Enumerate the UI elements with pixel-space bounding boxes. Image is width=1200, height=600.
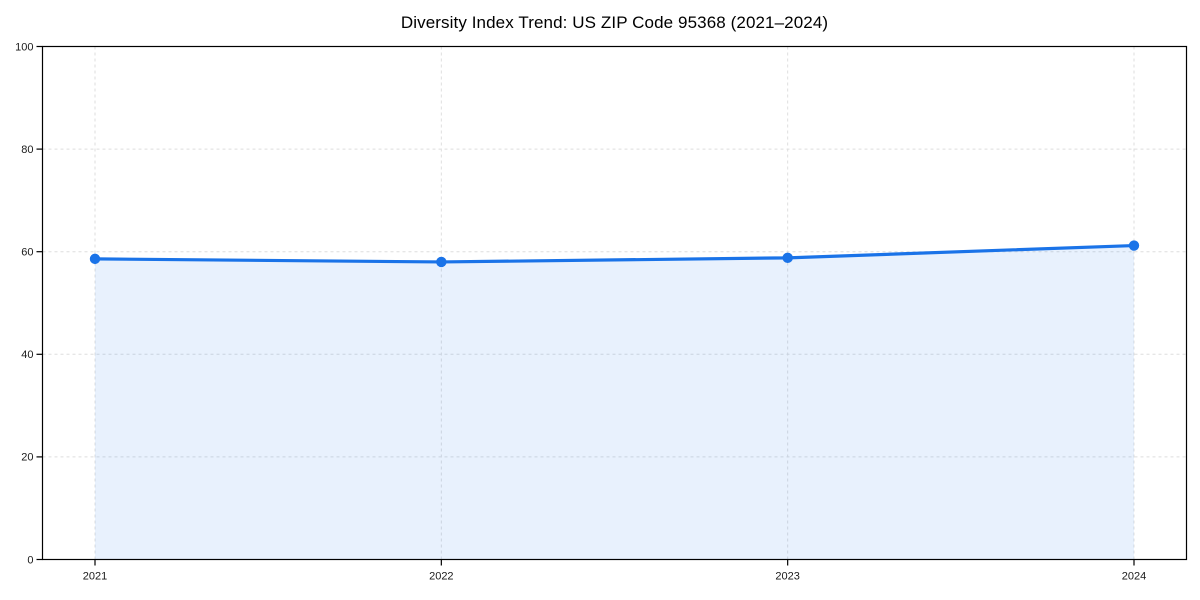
x-tick-label: 2023 (775, 571, 799, 583)
plot-border (41, 45, 1188, 561)
y-tick-label: 80 (21, 144, 33, 156)
y-tick-label: 40 (21, 349, 33, 361)
y-tick-label: 20 (21, 452, 33, 464)
area-fill (95, 245, 1134, 560)
y-tick-label: 100 (15, 41, 33, 53)
x-tick-label: 2024 (1122, 571, 1146, 583)
x-tick-label: 2022 (429, 571, 453, 583)
data-point-2021 (89, 253, 101, 265)
x-tick-label: 2021 (83, 571, 107, 583)
data-point-2023 (782, 252, 793, 264)
chart-title: Diversity Index Trend: US ZIP Code 95368… (400, 13, 829, 32)
y-tick-label: 60 (21, 247, 33, 259)
y-tick-label: 0 (27, 554, 33, 566)
data-point-2022 (436, 256, 447, 268)
trend-line (93, 243, 1136, 264)
data-point-2024 (1128, 240, 1140, 251)
